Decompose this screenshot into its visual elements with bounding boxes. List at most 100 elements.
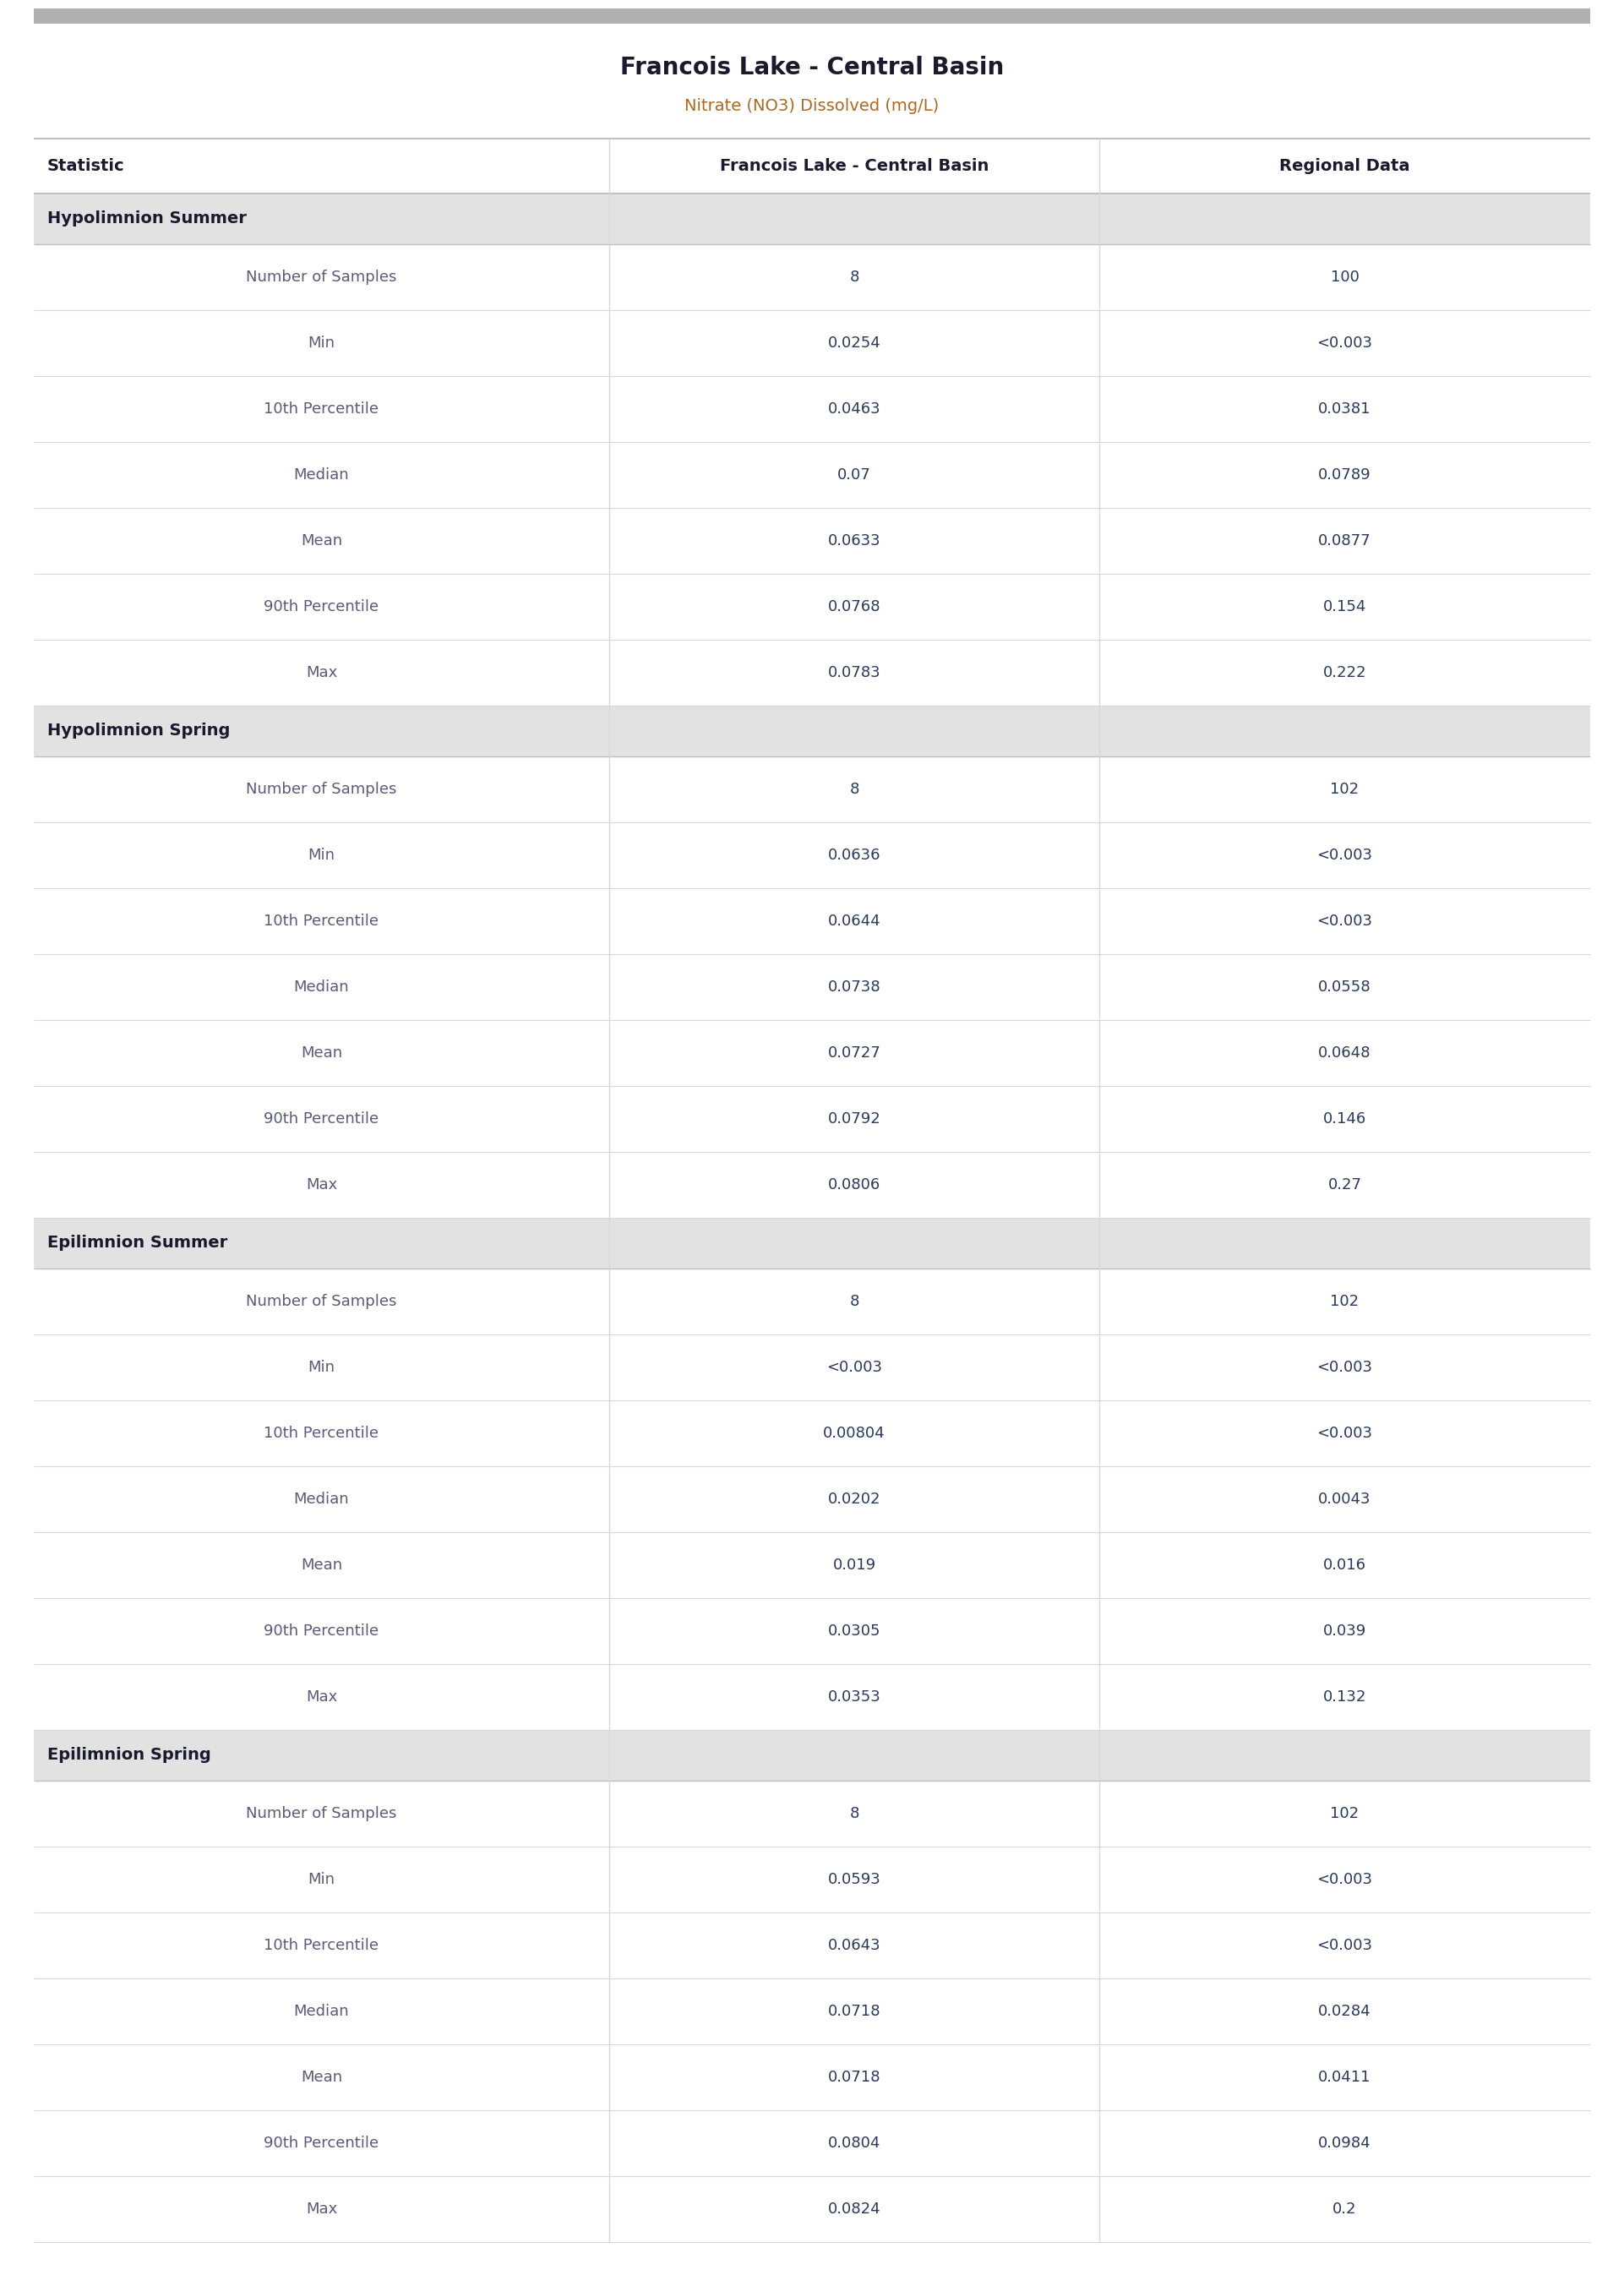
Text: 0.0768: 0.0768 <box>828 599 880 615</box>
Text: Min: Min <box>309 1873 335 1886</box>
Text: 90th Percentile: 90th Percentile <box>265 1623 378 1639</box>
Bar <box>34 1217 1590 1269</box>
Bar <box>34 193 1590 245</box>
Text: Max: Max <box>305 2202 338 2218</box>
Text: <0.003: <0.003 <box>827 1360 882 1376</box>
Text: 10th Percentile: 10th Percentile <box>265 913 378 928</box>
Text: 0.146: 0.146 <box>1324 1112 1366 1126</box>
Text: Min: Min <box>309 1360 335 1376</box>
Text: 0.07: 0.07 <box>838 468 870 484</box>
Text: 0.039: 0.039 <box>1324 1623 1366 1639</box>
Text: Epilimnion Summer: Epilimnion Summer <box>47 1235 227 1251</box>
Text: 10th Percentile: 10th Percentile <box>265 1939 378 1952</box>
Bar <box>34 1730 1590 1780</box>
Text: 0.0718: 0.0718 <box>828 2070 880 2084</box>
Text: 0.0783: 0.0783 <box>828 665 880 681</box>
Text: 0.222: 0.222 <box>1324 665 1366 681</box>
Text: 0.27: 0.27 <box>1328 1178 1361 1192</box>
Text: <0.003: <0.003 <box>1317 1360 1372 1376</box>
Text: 0.0727: 0.0727 <box>828 1046 880 1060</box>
Text: 0.0636: 0.0636 <box>828 847 880 863</box>
Text: Hypolimnion Summer: Hypolimnion Summer <box>47 211 247 227</box>
Bar <box>34 706 1590 756</box>
Text: 8: 8 <box>849 781 859 797</box>
Text: 0.019: 0.019 <box>833 1557 875 1573</box>
Text: 0.0806: 0.0806 <box>828 1178 880 1192</box>
Text: 0.0463: 0.0463 <box>828 402 880 418</box>
Text: Mean: Mean <box>300 533 343 549</box>
Text: 0.0984: 0.0984 <box>1319 2136 1371 2152</box>
Text: 8: 8 <box>849 270 859 284</box>
Text: 0.0718: 0.0718 <box>828 2004 880 2018</box>
Text: Min: Min <box>309 336 335 352</box>
Bar <box>34 138 1590 193</box>
Text: Max: Max <box>305 1689 338 1705</box>
Text: 0.016: 0.016 <box>1324 1557 1366 1573</box>
Text: Median: Median <box>294 2004 349 2018</box>
Text: 0.0633: 0.0633 <box>828 533 880 549</box>
Text: 0.0353: 0.0353 <box>828 1689 880 1705</box>
Text: 0.00804: 0.00804 <box>823 1426 885 1441</box>
Text: Mean: Mean <box>300 1557 343 1573</box>
Text: 0.0558: 0.0558 <box>1319 978 1371 994</box>
Bar <box>34 9 1590 23</box>
Text: Francois Lake - Central Basin: Francois Lake - Central Basin <box>620 54 1004 79</box>
Text: 0.0644: 0.0644 <box>828 913 880 928</box>
Text: 0.0593: 0.0593 <box>828 1873 880 1886</box>
Text: 0.0381: 0.0381 <box>1319 402 1371 418</box>
Text: <0.003: <0.003 <box>1317 913 1372 928</box>
Text: 0.0789: 0.0789 <box>1319 468 1371 484</box>
Text: <0.003: <0.003 <box>1317 1426 1372 1441</box>
Text: Number of Samples: Number of Samples <box>247 270 396 284</box>
Text: 0.0824: 0.0824 <box>828 2202 880 2218</box>
Text: 0.0648: 0.0648 <box>1319 1046 1371 1060</box>
Text: Max: Max <box>305 665 338 681</box>
Text: 8: 8 <box>849 1807 859 1821</box>
Text: Median: Median <box>294 978 349 994</box>
Text: 0.0411: 0.0411 <box>1319 2070 1371 2084</box>
Text: Median: Median <box>294 1491 349 1507</box>
Text: 0.0804: 0.0804 <box>828 2136 880 2152</box>
Text: 90th Percentile: 90th Percentile <box>265 599 378 615</box>
Text: Mean: Mean <box>300 1046 343 1060</box>
Text: Francois Lake - Central Basin: Francois Lake - Central Basin <box>719 159 989 175</box>
Text: Nitrate (NO3) Dissolved (mg/L): Nitrate (NO3) Dissolved (mg/L) <box>685 98 939 114</box>
Text: 10th Percentile: 10th Percentile <box>265 402 378 418</box>
Text: 0.0738: 0.0738 <box>828 978 880 994</box>
Text: 102: 102 <box>1330 1807 1359 1821</box>
Bar <box>34 23 1590 138</box>
Text: Min: Min <box>309 847 335 863</box>
Text: 0.0254: 0.0254 <box>828 336 880 352</box>
Text: Hypolimnion Spring: Hypolimnion Spring <box>47 724 231 740</box>
Text: 102: 102 <box>1330 781 1359 797</box>
Text: 0.0643: 0.0643 <box>828 1939 880 1952</box>
Text: 100: 100 <box>1330 270 1359 284</box>
Text: <0.003: <0.003 <box>1317 1939 1372 1952</box>
Text: Mean: Mean <box>300 2070 343 2084</box>
Text: 8: 8 <box>849 1294 859 1310</box>
Text: 0.2: 0.2 <box>1333 2202 1356 2218</box>
Text: 0.0792: 0.0792 <box>828 1112 880 1126</box>
Text: 10th Percentile: 10th Percentile <box>265 1426 378 1441</box>
Text: Max: Max <box>305 1178 338 1192</box>
Text: Number of Samples: Number of Samples <box>247 1294 396 1310</box>
Text: 0.132: 0.132 <box>1324 1689 1366 1705</box>
Text: Number of Samples: Number of Samples <box>247 781 396 797</box>
Text: 0.0202: 0.0202 <box>828 1491 880 1507</box>
Text: Median: Median <box>294 468 349 484</box>
Text: 0.0877: 0.0877 <box>1319 533 1371 549</box>
Text: 90th Percentile: 90th Percentile <box>265 2136 378 2152</box>
Text: 0.0043: 0.0043 <box>1319 1491 1371 1507</box>
Text: <0.003: <0.003 <box>1317 847 1372 863</box>
Text: Statistic: Statistic <box>47 159 125 175</box>
Text: 0.0305: 0.0305 <box>828 1623 880 1639</box>
Text: Regional Data: Regional Data <box>1280 159 1410 175</box>
Text: Number of Samples: Number of Samples <box>247 1807 396 1821</box>
Text: 0.0284: 0.0284 <box>1319 2004 1371 2018</box>
Text: 90th Percentile: 90th Percentile <box>265 1112 378 1126</box>
Text: 0.154: 0.154 <box>1324 599 1366 615</box>
Text: 102: 102 <box>1330 1294 1359 1310</box>
Text: Epilimnion Spring: Epilimnion Spring <box>47 1748 211 1764</box>
Text: <0.003: <0.003 <box>1317 1873 1372 1886</box>
Text: <0.003: <0.003 <box>1317 336 1372 352</box>
